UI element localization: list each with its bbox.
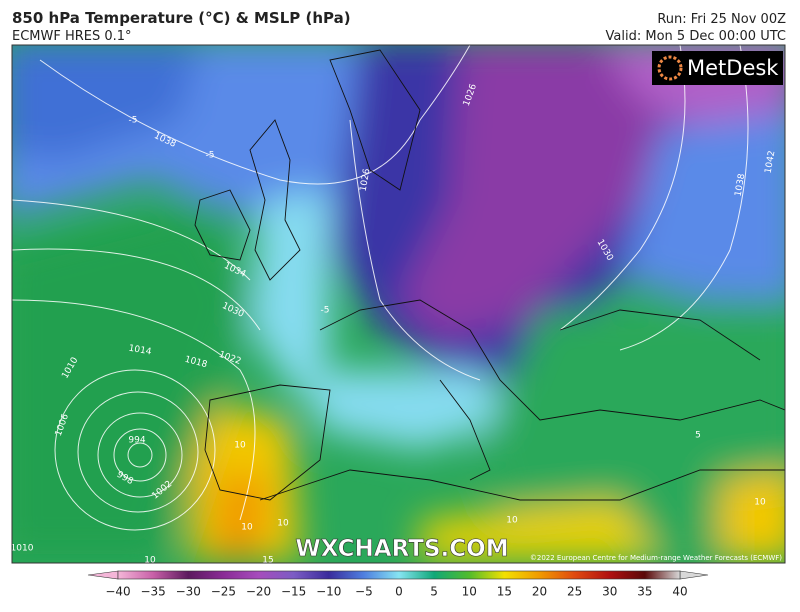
colorbar-tick-label: 30 [602,585,617,599]
contour-label: 10 [754,498,766,508]
colorbar-bar [117,570,681,580]
colorbar-tick-label: 35 [637,585,652,599]
colorbar-tick-label: −40 [105,585,130,599]
contour-label: 10 [234,441,246,451]
watermark: WXCHARTS.COM [295,536,508,562]
map-subtitle: ECMWF HRES 0.1° [12,29,132,44]
contour-label: 1010 [11,544,34,554]
contour-label: 1042 [764,150,778,174]
colorbar-tick-label: −20 [246,585,271,599]
colorbar-tick-label: −15 [281,585,306,599]
logo-text: MetDesk [687,56,779,80]
contour-label: 5 [695,431,701,441]
contour-label: -5 [206,151,215,161]
contour-label: 994 [128,436,145,446]
colorbar-tick-label: −5 [355,585,373,599]
colorbar-tick-label: 25 [567,585,582,599]
run-time: Run: Fri 25 Nov 00Z [657,12,786,27]
colorbar-tick-label: −30 [176,585,201,599]
valid-time: Valid: Mon 5 Dec 00:00 UTC [606,29,786,44]
colorbar-tick-label: 15 [497,585,512,599]
contour-label: 10 [241,523,253,533]
contour-label: 1026 [359,168,373,193]
colorbar-tick-label: 20 [532,585,547,599]
colorbar-tick-label: −25 [211,585,236,599]
colorbar-tick-label: 0 [395,585,403,599]
copyright: ©2022 European Centre for Medium-range W… [530,554,782,562]
contour-label: 10 [506,516,518,526]
map-area: 1038103810421034103010261026103010221018… [11,45,785,566]
contour-label: 10 [277,519,289,529]
contour-label: 15 [262,556,273,566]
contour-label: -5 [321,306,330,316]
isobars [12,45,749,531]
colorbar-tick-label: 10 [462,585,477,599]
coastlines [194,49,785,501]
contour-label: 1014 [128,344,153,358]
colorbar-right-arrow [679,570,709,580]
colorbar-left-arrow [87,570,119,580]
contour-label: 10 [144,556,156,566]
logo: MetDesk [652,51,783,85]
colorbar-tick-label: −35 [140,585,165,599]
colorbar-tick-label: 40 [672,585,687,599]
colorbar: −40 −35 −30 −25 −20 −15 −10 −5 0 5 10 15 20 25 30 35 40 [87,570,709,599]
colorbar-tick-label: −10 [316,585,341,599]
map-title: 850 hPa Temperature (°C) & MSLP (hPa) [12,9,351,27]
map-frame [11,44,786,564]
contour-label: -5 [129,116,138,126]
colorbar-tick-label: 5 [430,585,438,599]
contour-label: 1038 [734,173,748,198]
